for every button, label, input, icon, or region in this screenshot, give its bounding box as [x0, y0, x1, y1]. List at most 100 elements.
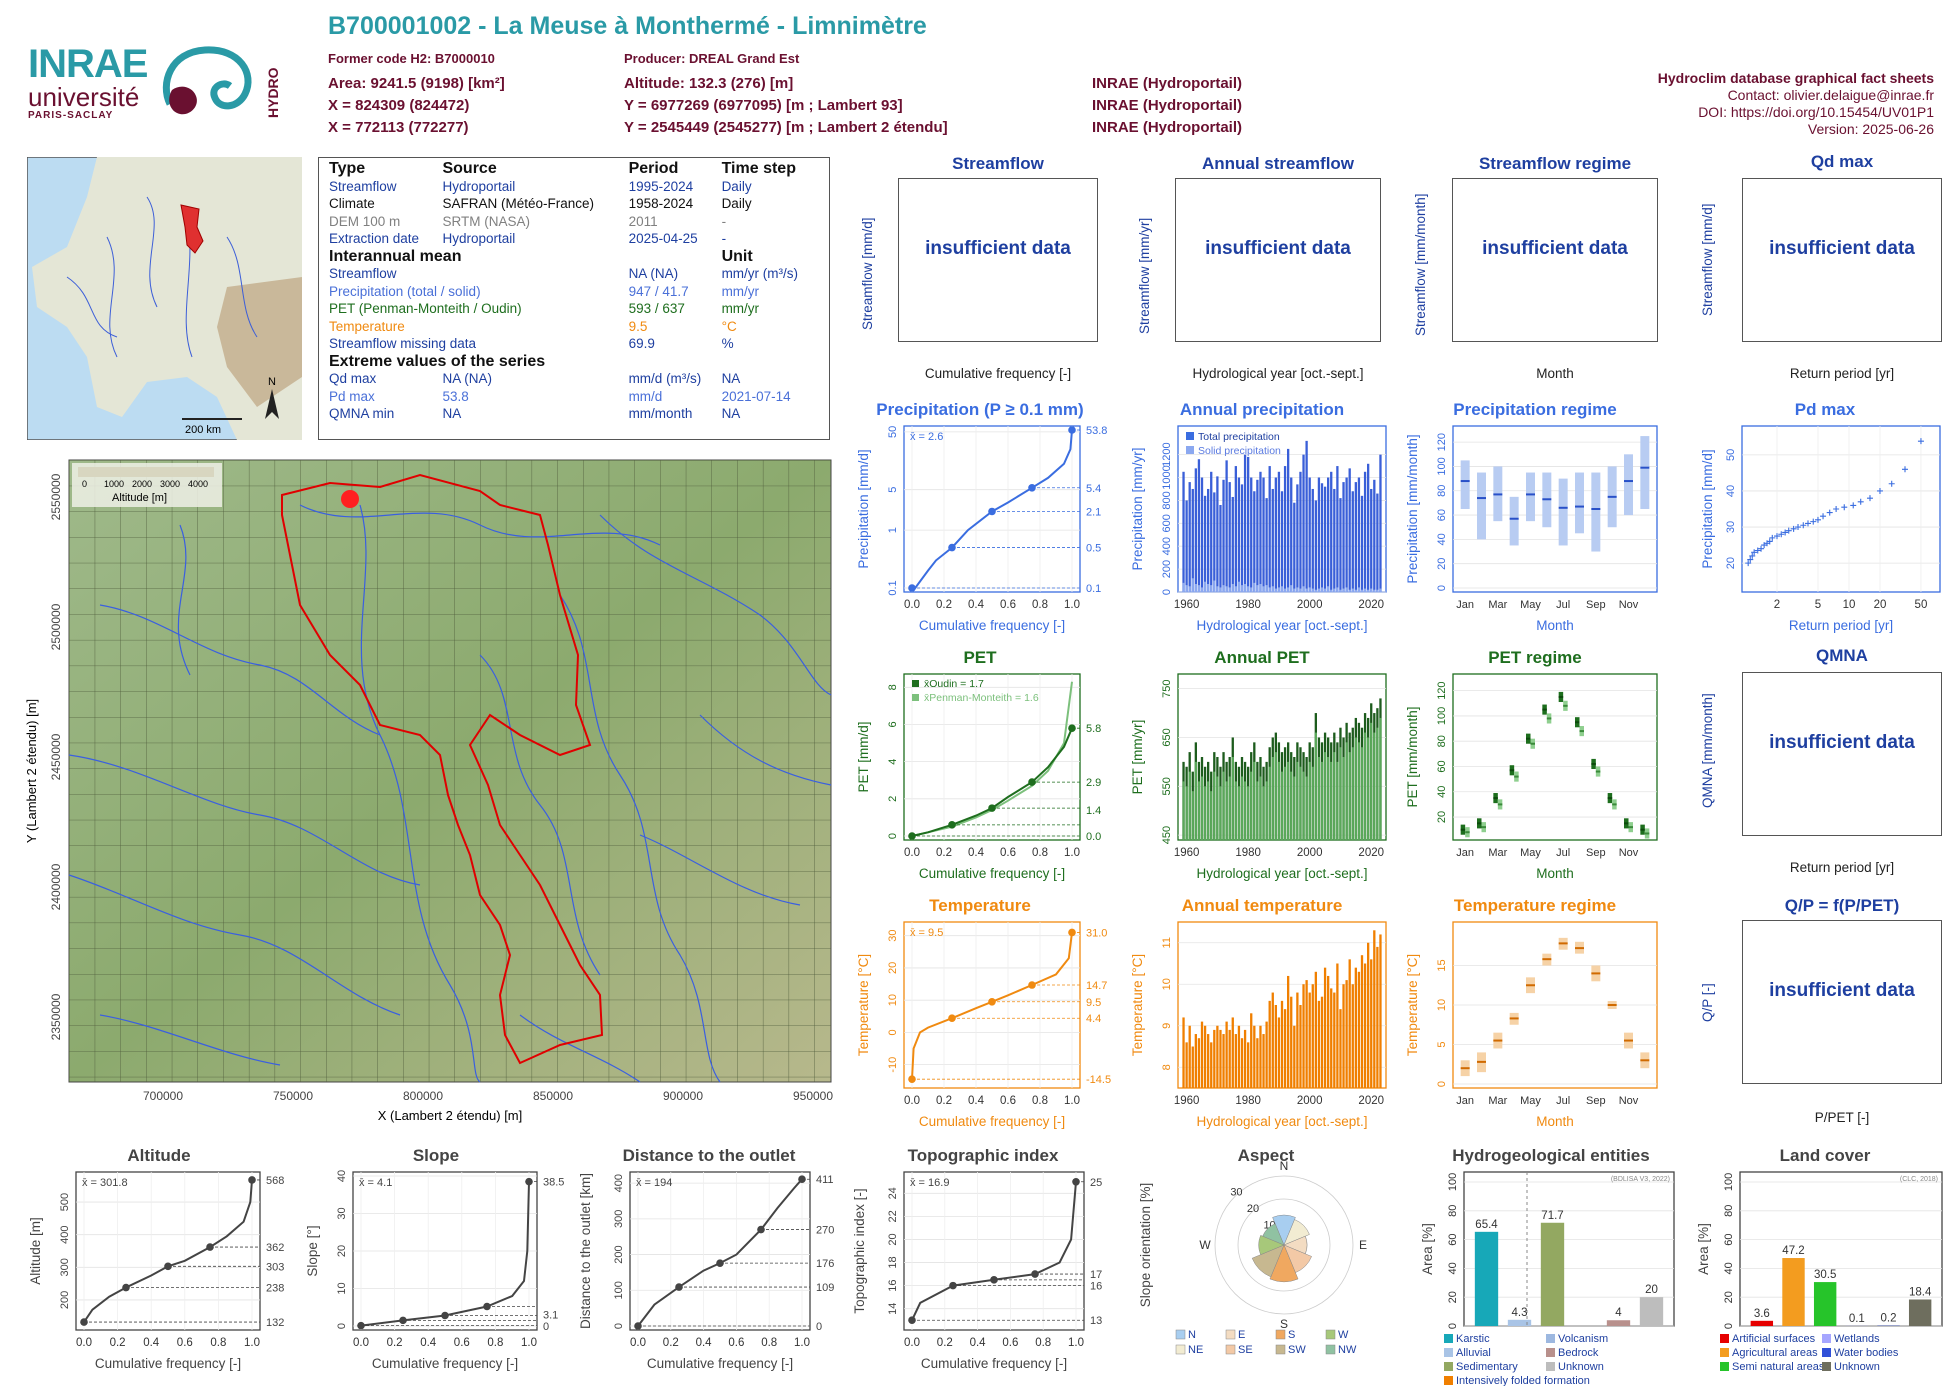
bar	[1250, 477, 1253, 592]
box	[1558, 478, 1568, 546]
mean-label: x̄ = 2.6	[910, 431, 943, 443]
bar	[1262, 786, 1265, 840]
quantile-point	[908, 832, 916, 840]
bar	[1253, 582, 1256, 592]
university-text: université	[28, 82, 140, 112]
altitude_cdf-chart: Altitude Cumulative frequency [-] Altitude…	[28, 1146, 284, 1371]
data-point	[1769, 534, 1776, 541]
map-x-tick: 700000	[143, 1089, 183, 1103]
x-tick-label: Mar	[1488, 1095, 1507, 1107]
bar	[1339, 747, 1342, 840]
x-tick-label: 0.4	[696, 1337, 713, 1349]
bar	[1253, 1025, 1256, 1088]
bar	[1360, 589, 1364, 592]
interannual-heading: Interannual mean	[329, 247, 462, 265]
doi: DOI: https://doi.org/10.15454/UV01P1	[1698, 104, 1934, 120]
y-tick-label: 100	[1436, 707, 1448, 725]
quantile-label: 2.9	[1086, 777, 1101, 789]
bar	[1330, 471, 1333, 592]
bar	[1277, 471, 1281, 592]
fact-sheet-info: Hydroclim database graphical fact sheets…	[1658, 70, 1934, 138]
quantile-label: 238	[266, 1283, 284, 1295]
y-tick-label: 30	[336, 1207, 348, 1219]
x-tick-label: 0.2	[110, 1337, 126, 1349]
bar	[1305, 440, 1308, 592]
aspect-slice	[1269, 1244, 1299, 1283]
bar	[1271, 757, 1274, 840]
x-tick-label: Mar	[1488, 847, 1507, 859]
bar	[1185, 1042, 1188, 1088]
y-tick-label: 750	[1161, 679, 1173, 697]
bar	[1182, 582, 1185, 592]
bar	[1283, 1009, 1287, 1088]
bar	[1302, 586, 1305, 592]
bar	[1293, 588, 1296, 592]
y-tick-label: 50	[887, 426, 899, 438]
y-axis-label: Topographic index [-]	[852, 1188, 867, 1313]
y-tick-label: 1000	[1161, 465, 1173, 489]
qmna-ylabel: QMNA [mm/month]	[1700, 693, 1715, 808]
annual-streamflow-panel	[1175, 178, 1381, 342]
legend-label: S	[1288, 1329, 1295, 1341]
legend-label: Unknown	[1558, 1361, 1604, 1373]
bar	[1376, 493, 1379, 592]
quantile-label: 0.0	[1086, 831, 1101, 843]
quantile-point	[357, 1321, 365, 1330]
bar	[1283, 766, 1287, 840]
quantile-point	[1068, 426, 1076, 434]
map-y-tick: 2450000	[49, 733, 63, 780]
y-tick-label: 800	[1161, 491, 1173, 509]
x-axis-label: Cumulative frequency [-]	[95, 1356, 241, 1371]
bar	[1222, 1034, 1225, 1088]
x-tick-label: May	[1520, 1095, 1541, 1107]
extreme-unit: mm/month	[628, 406, 693, 421]
hydrogeo-chart: Hydrogeological entities Area [%] 0 20 40 60 8…	[1420, 1146, 1675, 1386]
data-point	[1917, 438, 1924, 445]
bar	[1305, 980, 1308, 1088]
pet_regime-chart: PET regime Month PET [mm/month] 20 40 60 80 100…	[1405, 648, 1658, 881]
y-axis-label: Area [%]	[1420, 1223, 1435, 1275]
mean-label: Temperature	[329, 318, 405, 334]
quantile-label: 411	[816, 1174, 834, 1186]
bar	[1287, 448, 1290, 592]
bar	[1225, 586, 1228, 592]
bar	[1210, 791, 1213, 840]
chart-title: PET regime	[1488, 648, 1582, 667]
bar	[1197, 1038, 1201, 1088]
x-tick-label: 0.8	[1035, 1337, 1051, 1349]
y-tick-label: 300	[613, 1210, 625, 1228]
quantile-point	[164, 1262, 172, 1271]
topo_cdf-chart: Topographic index Cumulative frequency [-…	[852, 1146, 1102, 1371]
legend-label: Volcanism	[1558, 1333, 1608, 1345]
bar	[1348, 589, 1351, 592]
bar	[1639, 1297, 1664, 1326]
extreme-label: Pd max	[329, 388, 375, 404]
x-tick-label: May	[1520, 599, 1541, 611]
qp-xlabel: P/PET [-]	[1814, 1110, 1870, 1125]
bar	[1231, 1017, 1234, 1088]
y-tick-label: 0	[1447, 1323, 1459, 1329]
x-tick-label: 0.0	[904, 847, 920, 859]
x-tick-label: 1980	[1235, 847, 1261, 859]
y-lambert93: Y = 6977269 (6977095) [m ; Lambert 93]	[624, 97, 903, 114]
x-tick-label: 0.2	[936, 847, 952, 859]
legend-label: NE	[1188, 1344, 1203, 1356]
mean-value: 593 / 637	[628, 301, 685, 316]
bar	[1336, 761, 1339, 840]
bar	[1265, 781, 1268, 840]
bar	[1379, 717, 1382, 840]
bar-value: 20	[1645, 1284, 1658, 1296]
streamflow-ylabel: Streamflow [mm/d]	[860, 217, 875, 330]
y-tick-label: 0	[336, 1323, 348, 1329]
annual-streamflow-insufficient: insufficient data	[1205, 238, 1351, 259]
bar	[1342, 757, 1345, 840]
x-tick-label: 0.4	[968, 599, 985, 611]
legend-swatch	[1444, 1362, 1453, 1371]
data-point	[1745, 560, 1752, 567]
x-tick-label: 5	[1815, 599, 1821, 611]
x-tick-label: 0.0	[353, 1337, 369, 1349]
data-point	[1826, 509, 1833, 516]
bar	[1305, 588, 1308, 592]
minimap-scale-label: 200 km	[185, 424, 221, 436]
x-tick-label: 0.6	[177, 1337, 193, 1349]
